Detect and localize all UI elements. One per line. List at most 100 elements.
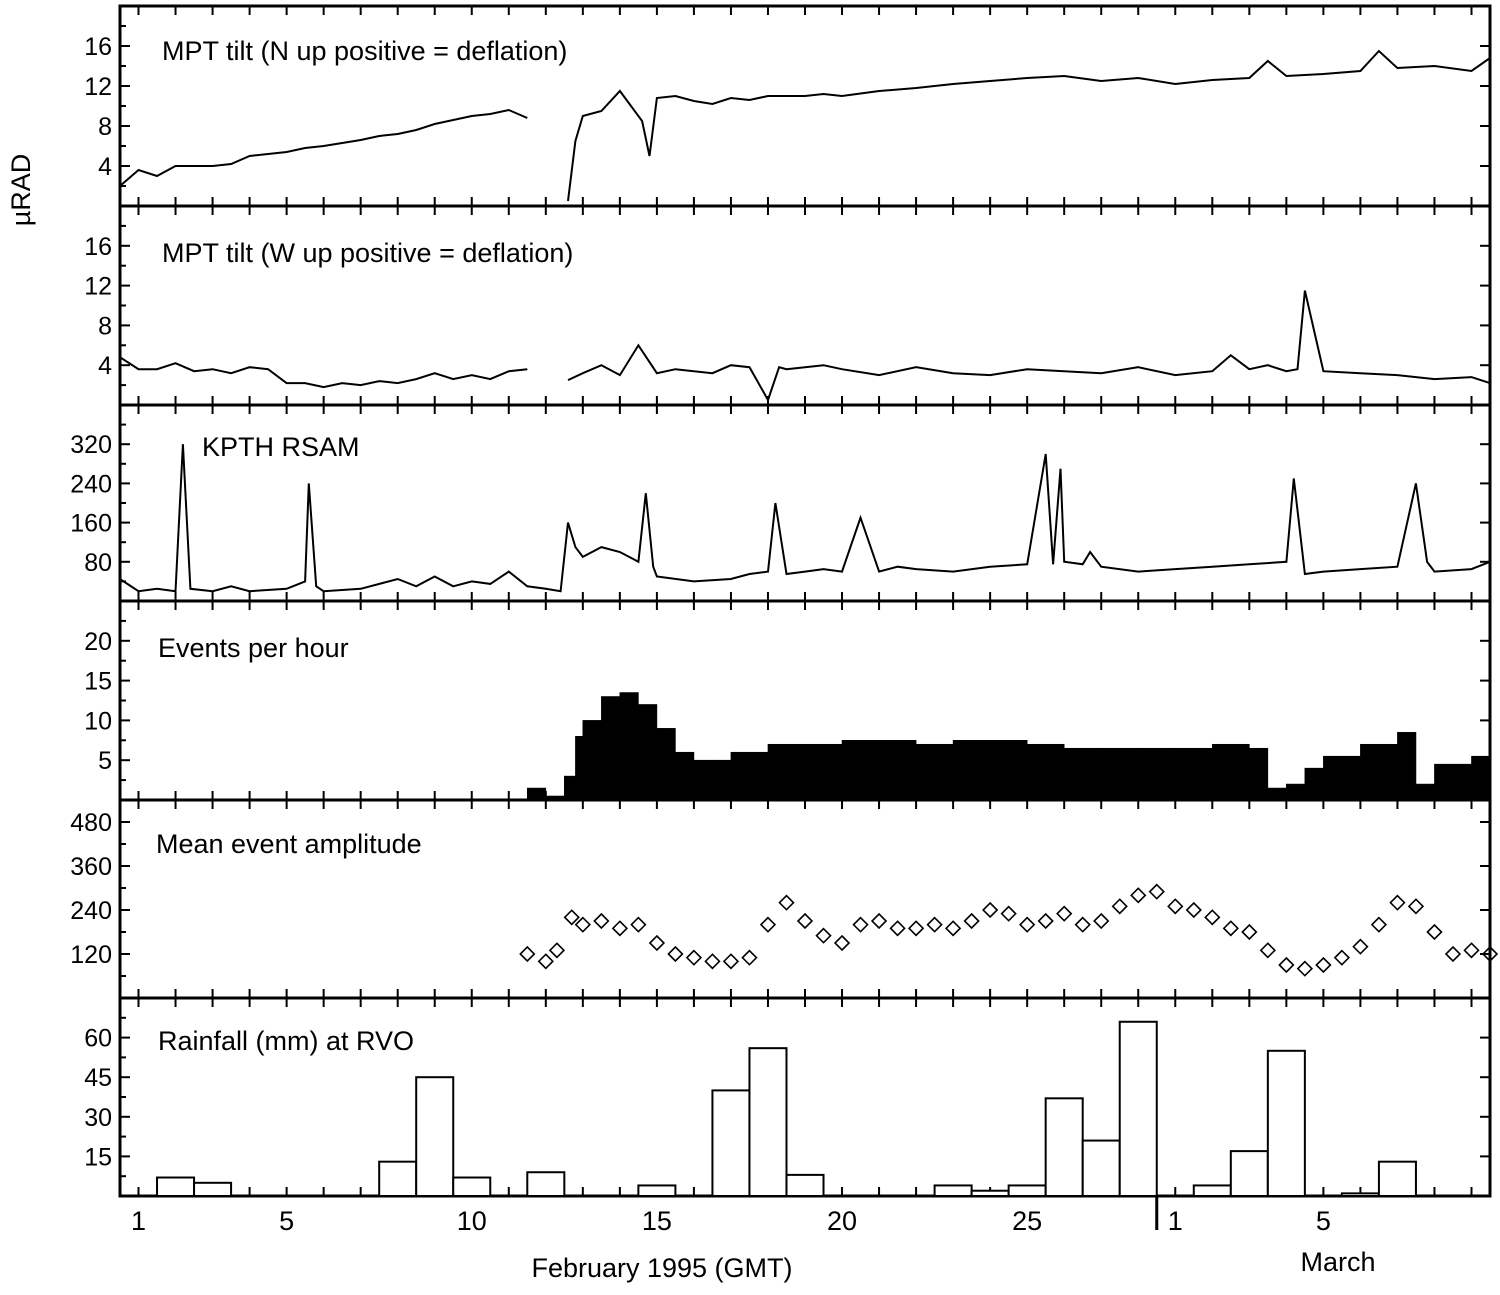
- x-tick-label: 5: [279, 1206, 294, 1236]
- y-tick-label: 20: [84, 628, 112, 656]
- amplitude-point: [741, 949, 758, 966]
- rainfall-bar: [748, 1047, 788, 1198]
- amplitude-point: [759, 916, 777, 933]
- event-rate-bar: [1026, 743, 1065, 801]
- event-rate-bar: [1434, 763, 1472, 801]
- rainfall-bar: [415, 1076, 455, 1197]
- x-tick-label: 5: [1316, 1206, 1331, 1236]
- rainfall-bar: [1007, 1184, 1047, 1197]
- panel-amplitude: 120 240 360 480 Mean event amplitude: [70, 798, 1499, 998]
- rainfall-bar: [785, 1173, 825, 1198]
- amplitude-point: [1037, 912, 1054, 930]
- amplitude-point: [722, 953, 740, 970]
- amplitude-point: [685, 949, 703, 966]
- amplitude-point: [1074, 916, 1091, 933]
- event-rate-bar: [1471, 755, 1491, 801]
- event-rate-bar: [1415, 783, 1435, 801]
- amplitude-point: [778, 894, 795, 911]
- event-rate-bar: [1137, 747, 1176, 801]
- series-line-rsam: [119, 444, 1491, 593]
- event-rate-bar: [841, 739, 880, 801]
- amplitude-point: [630, 916, 647, 933]
- event-rate-bar: [1286, 783, 1306, 801]
- amplitude-point: [907, 920, 925, 937]
- y-tick-label: 4: [98, 153, 112, 181]
- x-tick-label: 20: [827, 1206, 857, 1236]
- event-rate-bar: [712, 759, 732, 801]
- rainfall-bar: [193, 1181, 233, 1198]
- amplitude-point: [1444, 945, 1462, 963]
- panel-tilt_n: 4 8 12 16 MPT tilt (N up positive = deflatio…: [84, 6, 1491, 206]
- amplitude-point: [926, 916, 943, 933]
- event-rate-bar: [730, 751, 769, 801]
- amplitude-point: [889, 920, 906, 937]
- amplitude-point: [796, 912, 814, 930]
- y-tick-label: 12: [84, 273, 112, 301]
- x-axis-label: February 1995 (GMT): [531, 1253, 792, 1283]
- amplitude-point: [1185, 901, 1202, 919]
- event-rate-bar: [564, 775, 576, 801]
- x-axis: 1 5 10 15 20 25 1 5: [131, 1196, 1331, 1236]
- amplitude-point: [1148, 883, 1165, 900]
- y-tick-label: 15: [84, 1143, 112, 1171]
- event-rate-bar: [1304, 767, 1324, 801]
- y-tick-label: 320: [70, 431, 112, 459]
- rainfall-bar: [1044, 1097, 1084, 1197]
- panel-label-tilt_n: MPT tilt (N up positive = deflation): [162, 36, 567, 66]
- x-axis-label-march: March: [1300, 1247, 1375, 1277]
- amplitude-point: [563, 909, 580, 926]
- amplitude-point: [519, 945, 536, 963]
- amplitude-point: [648, 934, 666, 952]
- panels: 4 8 12 16 MPT tilt (N up positive = deflatio…: [70, 4, 1499, 1198]
- amplitude-point: [1370, 916, 1388, 933]
- amplitude-point: [611, 920, 628, 937]
- amplitude-point: [1222, 920, 1239, 937]
- event-rate-bar: [582, 720, 602, 801]
- rainfall-bar: [526, 1171, 566, 1197]
- panel-tilt_w: 4 8 12 16 MPT tilt (W up positive = deflatio…: [84, 204, 1491, 405]
- y-tick-label: 10: [84, 707, 112, 735]
- amplitude-point: [833, 934, 851, 952]
- amplitude-point: [1000, 905, 1017, 922]
- y-tick-label: 15: [84, 668, 112, 696]
- y-axis-label: µRAD: [6, 154, 36, 227]
- rainfall-bar: [452, 1176, 492, 1198]
- event-rate-bar: [1267, 787, 1287, 801]
- y-tick-label: 12: [84, 73, 112, 101]
- rainfall-bar: [1118, 1020, 1158, 1198]
- rainfall-bar: [378, 1160, 418, 1198]
- y-tick-label: 45: [84, 1064, 112, 1092]
- y-tick-label: 480: [70, 809, 112, 837]
- y-tick-label: 4: [98, 352, 112, 380]
- amplitude-point: [1167, 898, 1184, 915]
- series-line-tilt_n: [119, 108, 528, 187]
- y-tick-label: 30: [84, 1104, 112, 1132]
- x-tick-label: 25: [1012, 1206, 1042, 1236]
- x-tick-label: 1: [1168, 1206, 1183, 1236]
- x-tick-label: 1: [131, 1206, 146, 1236]
- event-rate-bar: [601, 696, 621, 801]
- amplitude-point: [1278, 956, 1295, 974]
- series-line-tilt_w: [119, 356, 528, 389]
- amplitude-point: [1315, 956, 1332, 974]
- rainfall-bar: [1192, 1184, 1232, 1197]
- y-tick-label: 8: [98, 312, 112, 340]
- rainfall-bar: [156, 1176, 196, 1198]
- amplitude-point: [1407, 898, 1425, 915]
- y-tick-label: 240: [70, 470, 112, 498]
- y-tick-label: 60: [84, 1025, 112, 1053]
- amplitude-point: [815, 927, 832, 944]
- amplitude-point: [1481, 945, 1499, 963]
- panel-label-amplitude: Mean event amplitude: [156, 829, 422, 859]
- series-line-tilt_n: [567, 49, 1491, 202]
- event-rate-bar: [989, 739, 1028, 801]
- amplitude-point: [963, 912, 980, 930]
- y-tick-label: 240: [70, 897, 112, 925]
- rainfall-bar: [711, 1089, 751, 1198]
- amplitude-point: [1204, 909, 1221, 926]
- event-rate-bar: [526, 787, 547, 801]
- event-rate-bar: [656, 728, 676, 801]
- y-tick-label: 16: [84, 233, 112, 261]
- event-rate-bar: [1249, 747, 1269, 801]
- series-line-tilt_w: [567, 290, 1491, 403]
